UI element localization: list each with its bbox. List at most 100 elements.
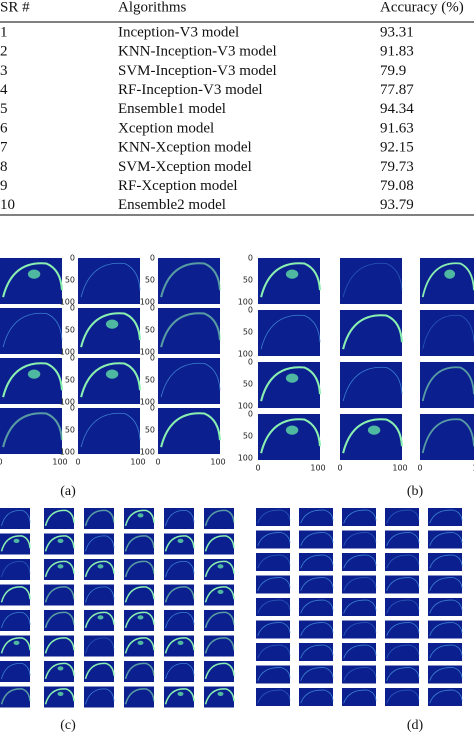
feature-map (385, 508, 419, 526)
feature-map (428, 620, 462, 639)
feature-map (428, 665, 462, 684)
feature-map-blob (57, 538, 64, 543)
feature-map (256, 643, 290, 661)
table-header: SR # (0, 0, 30, 15)
feature-map (385, 688, 419, 706)
y-tick-label: 50 (243, 276, 253, 285)
feature-map-edge (165, 561, 195, 577)
feature-map (0, 533, 30, 555)
feature-map (0, 559, 30, 580)
feature-map-edge (257, 622, 291, 636)
feature-map (124, 635, 154, 657)
table-header: Accuracy (%) (380, 0, 464, 15)
table-cell: 93.31 (380, 24, 414, 40)
feature-map-edge (386, 599, 420, 614)
feature-map-edge (44, 535, 75, 552)
feature-map-edge (343, 599, 377, 614)
feature-map (164, 610, 194, 631)
feature-map (428, 575, 462, 594)
feature-map-blob (57, 691, 64, 696)
feature-map-edge (300, 667, 334, 681)
feature-map-edge (160, 312, 222, 348)
feature-map (385, 643, 419, 661)
x-tick-label: 0 (75, 458, 80, 467)
feature-map-edge (343, 667, 377, 681)
y-tick-label: 0 (248, 254, 253, 263)
feature-map (204, 533, 234, 555)
x-tick-label: 0 (155, 458, 160, 467)
feature-map-edge (343, 532, 377, 546)
y-tick-label: 100 (238, 454, 253, 463)
y-tick-label: 50 (65, 326, 75, 335)
feature-map-edge (2, 362, 64, 398)
feature-map (428, 643, 462, 661)
y-tick-label: 0 (248, 358, 253, 367)
feature-map-edge (300, 532, 334, 546)
feature-map-edge (1, 510, 31, 526)
y-tick-label: 0 (248, 306, 253, 315)
feature-map (44, 559, 74, 580)
table-cell: 3 (0, 63, 8, 79)
feature-map-edge (257, 509, 291, 524)
feature-map-edge (164, 637, 195, 654)
y-tick-label: 100 (140, 298, 155, 307)
feature-map-edge (84, 662, 115, 680)
feature-map (342, 508, 376, 526)
feature-map-blob (27, 369, 41, 379)
feature-map (342, 620, 376, 639)
y-tick-label: 100 (238, 402, 253, 411)
feature-map-blob (137, 615, 144, 620)
feature-map-edge (165, 612, 195, 628)
feature-map-edge (422, 314, 474, 350)
y-tick-label: 0 (150, 354, 155, 363)
feature-map (158, 358, 220, 404)
feature-map-edge (300, 689, 334, 704)
feature-map-edge (260, 262, 322, 298)
feature-map-edge (85, 535, 115, 552)
y-tick-label: 50 (145, 326, 155, 335)
feature-map-blob (217, 564, 224, 569)
table-cell: 5 (0, 101, 8, 117)
feature-map (84, 508, 114, 529)
feature-map (385, 598, 419, 616)
y-tick-label: 100 (238, 298, 253, 307)
feature-map (44, 533, 74, 555)
table-cell: 77.87 (380, 82, 414, 98)
feature-map-edge (342, 314, 404, 350)
feature-map-edge (429, 667, 463, 681)
feature-map (299, 643, 333, 661)
feature-map-edge (421, 366, 474, 402)
x-tick-label: 100 (392, 464, 407, 473)
table-cell: KNN-Inception-V3 model (118, 44, 277, 60)
feature-map (164, 559, 194, 580)
feature-map-edge (204, 535, 235, 552)
feature-map-edge (300, 622, 334, 636)
feature-map-edge (300, 554, 334, 569)
feature-map-edge (85, 688, 115, 705)
panel-label: (a) (60, 484, 76, 499)
table-cell: 79.9 (380, 63, 406, 79)
feature-map-edge (164, 586, 195, 603)
feature-map-edge (44, 611, 75, 629)
feature-map-blob (105, 319, 119, 329)
feature-map-edge (1, 612, 31, 628)
feature-map-edge (429, 689, 463, 704)
feature-map (299, 508, 333, 526)
feature-map-edge (386, 689, 420, 704)
feature-map (385, 530, 419, 549)
feature-map-edge (386, 577, 420, 591)
feature-map-edge (0, 586, 31, 603)
feature-map (44, 610, 74, 631)
feature-map-edge (124, 688, 155, 705)
feature-map (342, 665, 376, 684)
feature-map-edge (257, 644, 291, 659)
y-tick-label: 50 (65, 426, 75, 435)
table-cell: 93.79 (380, 197, 414, 213)
feature-map (204, 661, 234, 682)
feature-map (0, 661, 30, 682)
x-tick-label: 0 (417, 464, 422, 473)
feature-map-blob (105, 369, 119, 379)
x-tick-label: 100 (472, 464, 474, 473)
table-cell: 92.15 (380, 140, 414, 156)
